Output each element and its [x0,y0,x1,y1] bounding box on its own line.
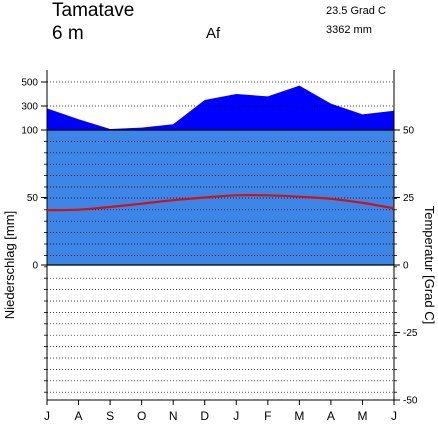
precipitation-humid-area [47,130,394,265]
grid-lines [47,81,394,393]
station-elevation: 6 m [52,23,84,44]
month-label: M [294,409,304,423]
right-tick-label: -50 [403,396,418,407]
left-tick-label: 50 [27,193,39,204]
axes [41,70,400,405]
annual-precipitation: 3362 mm [326,24,372,36]
right-tick-label: 25 [403,193,415,204]
temperature-series [46,194,395,212]
precipitation-excess-fill [47,85,394,130]
right-axis-title: Temperatur [Grad C] [422,206,437,325]
month-label: J [44,409,50,423]
left-axis-title: Niederschlag [mm] [2,211,17,319]
month-label: D [200,409,209,423]
month-label: J [233,409,239,423]
temperature-line [46,194,395,212]
right-tick-label: -25 [403,328,418,339]
left-tick-label: 300 [21,102,38,113]
precipitation-excess-area [47,85,394,130]
left-tick-label: 100 [21,126,38,137]
climate-class: Af [206,25,221,42]
month-label: F [264,409,271,423]
month-label: A [75,409,83,423]
month-label: M [357,409,367,423]
month-label: O [137,409,146,423]
right-tick-label: 0 [403,261,409,272]
right-tick-label: 50 [403,126,415,137]
station-name: Tamatave [52,0,134,21]
month-label: A [327,409,335,423]
month-label: S [106,409,114,423]
humid-season-fill [47,130,394,265]
left-tick-label: 0 [32,261,38,272]
month-label: J [391,409,397,423]
annual-mean-temperature: 23.5 Grad C [326,5,386,17]
month-label: N [169,409,178,423]
left-tick-label: 500 [21,78,38,89]
